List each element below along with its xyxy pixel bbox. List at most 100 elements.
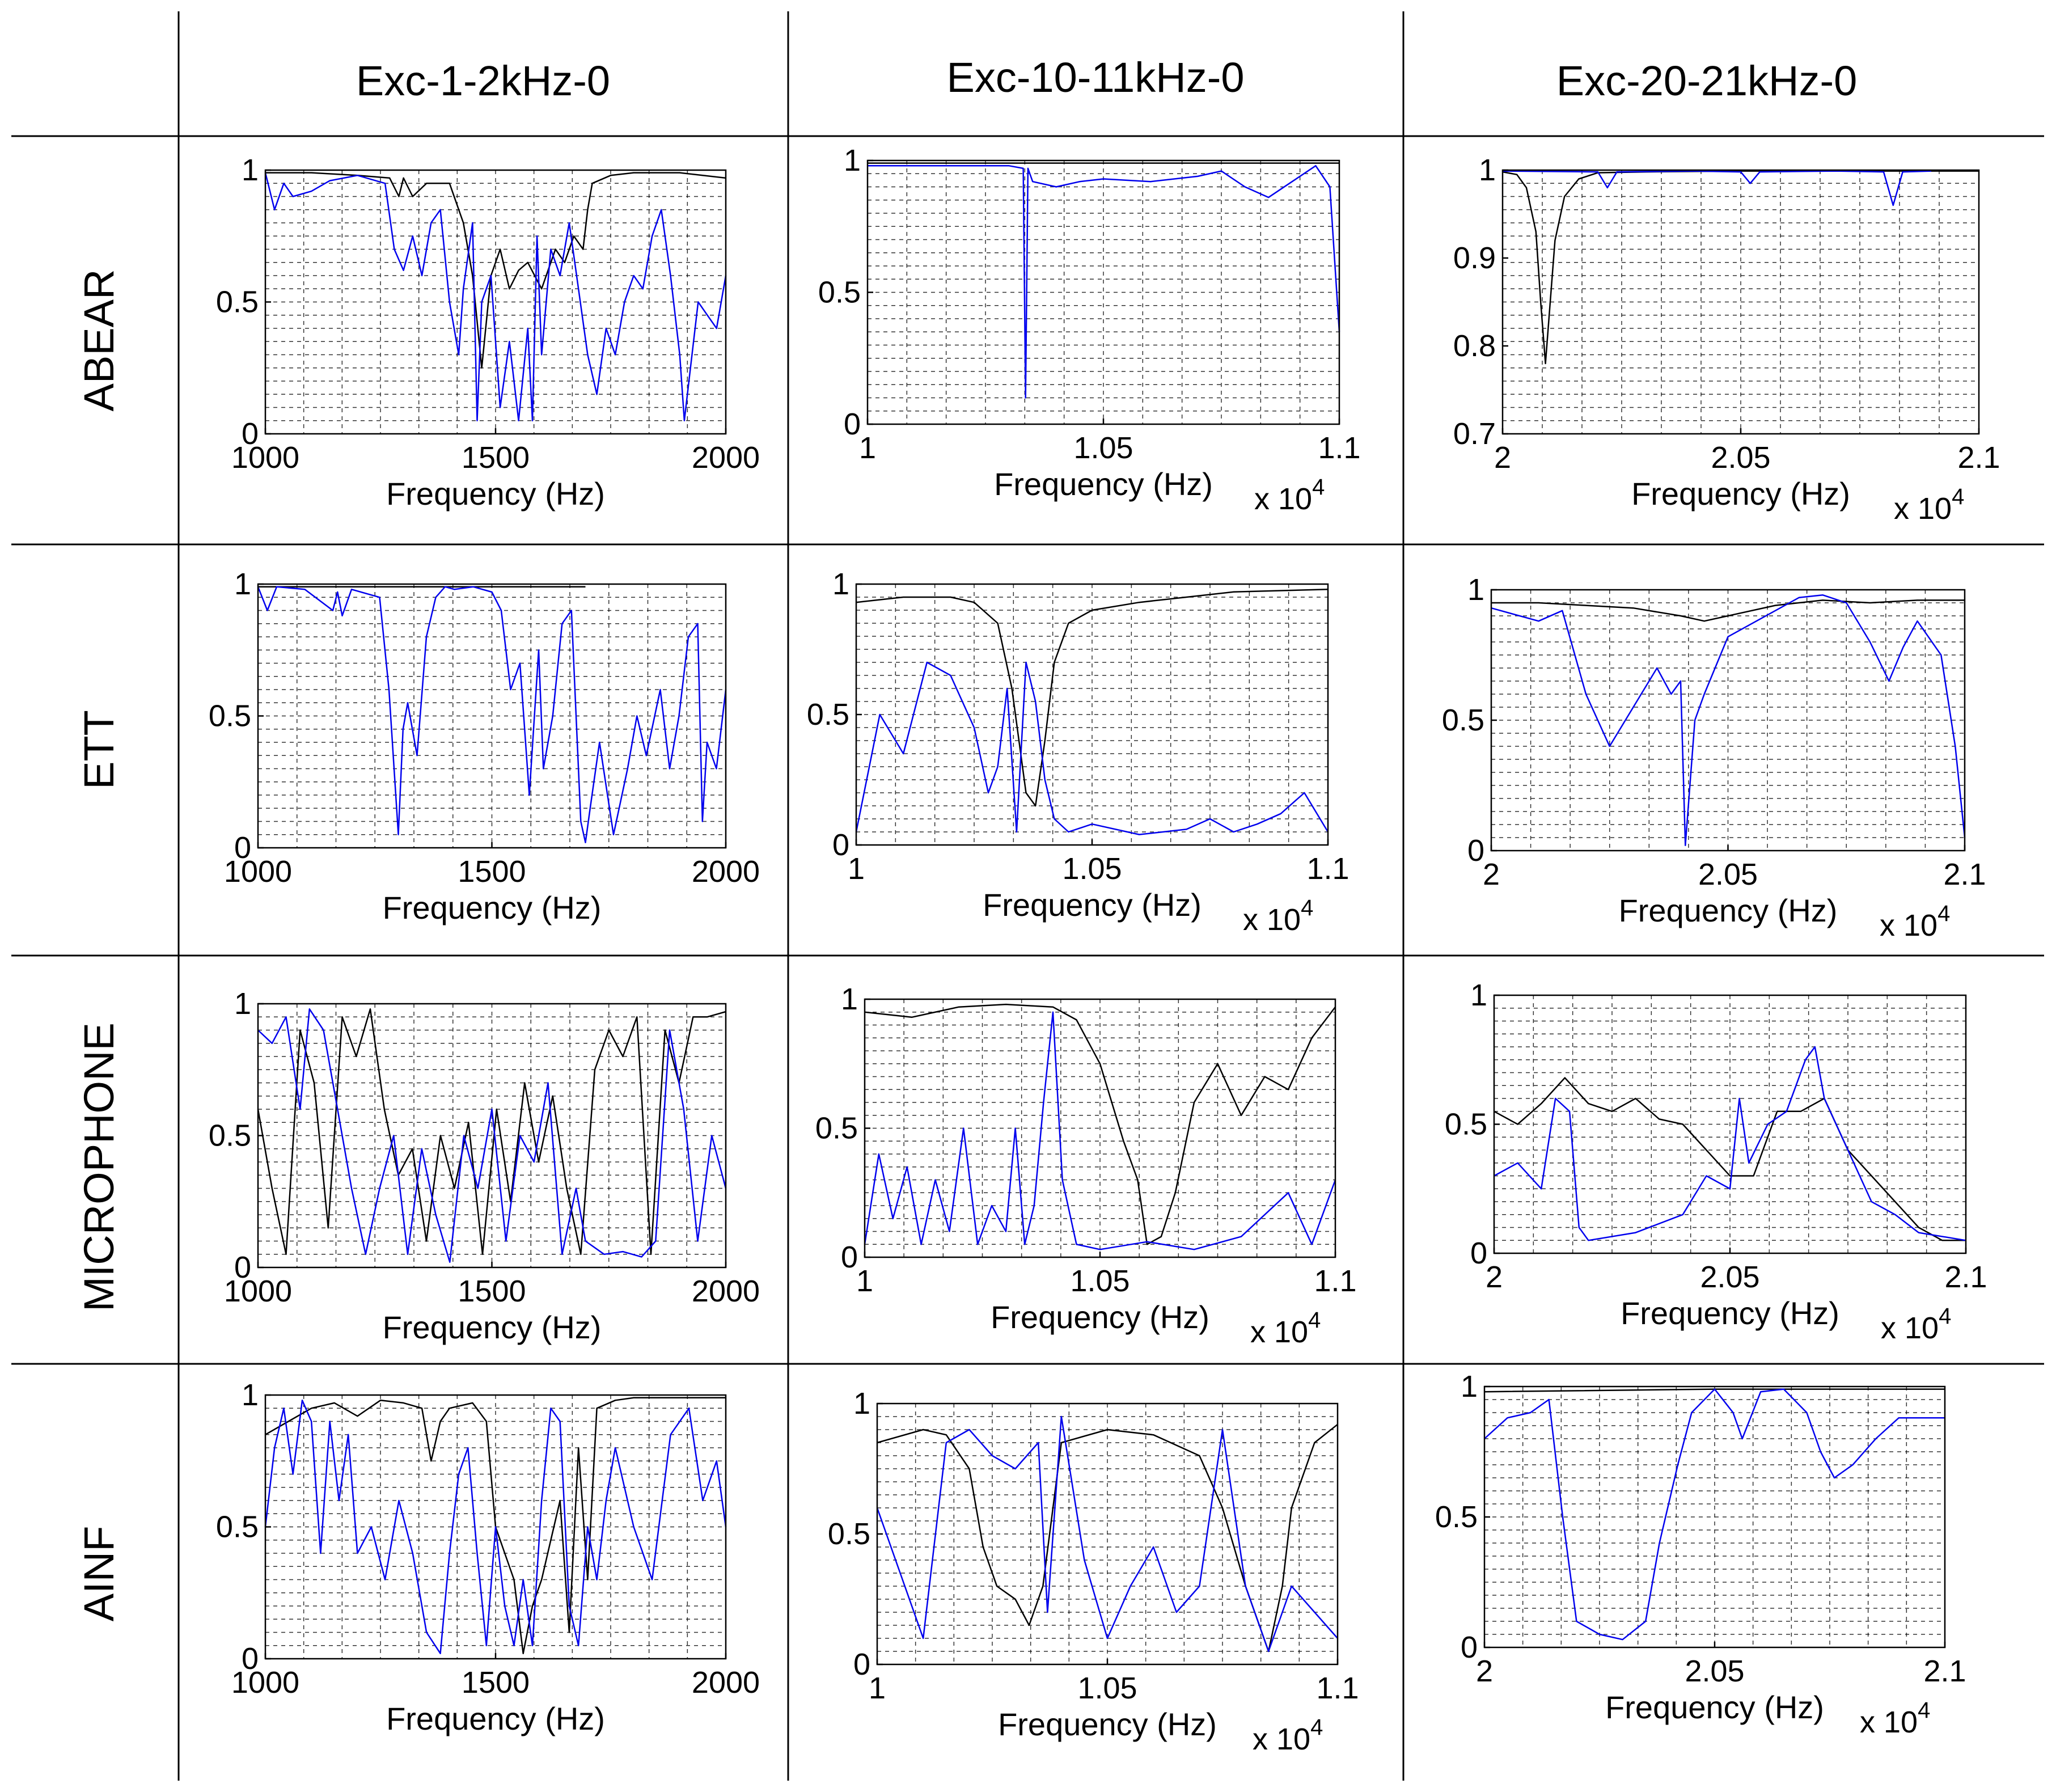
- x-tick-label: 1.05: [1070, 1264, 1129, 1298]
- y-tick-label: 0.5: [1442, 703, 1484, 737]
- x-tick-label: 1.05: [1062, 852, 1122, 886]
- x-axis-multiplier: x 104: [1250, 1308, 1321, 1349]
- y-tick-label: 0.5: [815, 1111, 858, 1146]
- series-line-black: [257, 1008, 726, 1256]
- plot-abear-20k: 0.7 0.8 0.9 1 2 2.05 2.1 Frequency (Hz) x 104: [1453, 153, 2000, 526]
- plot-ett-1k: 0 0.5 1 1000 1500 2000 Frequency (Hz): [209, 567, 760, 925]
- x-tick-label: 2000: [692, 1666, 760, 1700]
- plot-mic-1k: 0 0.5 1 1000 1500 2000 Frequency (Hz): [209, 987, 760, 1345]
- y-tick-label: 1: [1467, 573, 1484, 607]
- y-tick-label: 0.8: [1453, 329, 1496, 363]
- series-line-black: [1491, 599, 1965, 622]
- y-tick-label: 0.5: [828, 1517, 870, 1551]
- y-tick-label: 0: [1461, 1630, 1478, 1664]
- series-line-black: [265, 1397, 726, 1654]
- x-tick-label: 1.1: [1306, 852, 1349, 886]
- y-tick-label: 0.9: [1453, 241, 1496, 275]
- x-tick-label: 2.1: [1923, 1654, 1966, 1688]
- x-tick-label: 1000: [231, 1666, 299, 1700]
- x-tick-label: 2.1: [1944, 1260, 1987, 1294]
- x-tick-label: 2000: [692, 855, 760, 889]
- series-line-blue: [264, 1400, 727, 1654]
- x-tick-label: 1000: [224, 1274, 292, 1308]
- y-tick-label: 0.5: [818, 276, 861, 310]
- series-line-blue: [257, 1008, 727, 1263]
- row-label-3: MICROPHONE: [75, 1022, 122, 1312]
- y-tick-label: 1: [234, 987, 251, 1021]
- y-tick-label: 1: [853, 1387, 870, 1421]
- x-axis-label: Frequency (Hz): [1621, 1295, 1839, 1331]
- y-tick-label: 1: [832, 567, 849, 601]
- column-header-3: Exc-20-21kHz-0: [1556, 57, 1858, 104]
- x-axis-label: Frequency (Hz): [1631, 476, 1850, 512]
- x-axis-exponent: 4: [1918, 1698, 1930, 1723]
- x-tick-label: 2.05: [1711, 441, 1770, 475]
- y-tick-label: 1: [844, 143, 861, 177]
- x-tick-label: 1500: [458, 1274, 526, 1308]
- y-tick-label: 0: [832, 828, 849, 862]
- series-line-blue: [1494, 1046, 1966, 1241]
- x-axis-exponent: 4: [1312, 475, 1325, 500]
- series-line-black: [864, 1003, 1336, 1245]
- column-header-1: Exc-1-2kHz-0: [356, 57, 610, 104]
- x-tick-label: 1.05: [1073, 431, 1133, 465]
- x-axis-multiplier: x 104: [1894, 484, 1964, 526]
- y-tick-label: 0.5: [209, 699, 251, 733]
- y-tick-label: 0: [1467, 834, 1484, 868]
- x-tick-label: 2.05: [1698, 857, 1758, 891]
- row-label-4: AINF: [75, 1526, 122, 1622]
- y-tick-label: 1: [1479, 153, 1496, 187]
- series-line-blue: [264, 172, 727, 422]
- x-tick-label: 1: [856, 1264, 873, 1298]
- x-axis-multiplier: x 104: [1243, 895, 1313, 937]
- x-tick-label: 2.1: [1943, 857, 1986, 891]
- series-line-black: [1494, 1077, 1966, 1241]
- y-tick-label: 0.5: [1445, 1108, 1487, 1142]
- y-tick-label: 0.5: [216, 1510, 259, 1544]
- x-axis-label: Frequency (Hz): [994, 466, 1213, 502]
- row-label-2: ETT: [75, 710, 122, 789]
- x-axis-label: Frequency (Hz): [1605, 1689, 1824, 1725]
- series-line-black: [856, 588, 1329, 807]
- x-axis-label: Frequency (Hz): [983, 887, 1202, 923]
- table-lines: [11, 11, 2044, 1781]
- plot-ett-10k: 0 0.5 1 1 1.05 1.1 Frequency (Hz) x 104: [807, 567, 1349, 937]
- x-axis-label: Frequency (Hz): [383, 890, 602, 925]
- x-tick-label: 2: [1486, 1260, 1503, 1294]
- x-axis-exponent: 4: [1952, 484, 1964, 509]
- x-axis-label: Frequency (Hz): [386, 476, 605, 512]
- series-line-blue: [876, 1415, 1338, 1652]
- y-tick-label: 1: [234, 567, 251, 601]
- x-axis-exponent: 4: [1301, 895, 1313, 920]
- x-tick-label: 1000: [231, 441, 299, 475]
- x-tick-label: 1.05: [1077, 1671, 1137, 1705]
- plot-ainf-1k: 0 0.5 1 1000 1500 2000 Frequency (Hz): [216, 1378, 760, 1736]
- plot-abear-10k: 0 0.5 1 1 1.05 1.1 Frequency (Hz) x 104: [818, 143, 1361, 516]
- series-line-black: [265, 172, 726, 369]
- y-tick-label: 0: [853, 1647, 870, 1681]
- series-line-blue: [1491, 594, 1966, 847]
- x-axis-label: Frequency (Hz): [386, 1701, 605, 1736]
- y-tick-label: 1: [242, 1378, 259, 1412]
- x-tick-label: 2.05: [1700, 1260, 1759, 1294]
- y-tick-label: 1: [1470, 978, 1487, 1012]
- x-axis-exponent: 4: [1308, 1308, 1321, 1333]
- x-tick-label: 1000: [224, 855, 292, 889]
- series-line-blue: [864, 1011, 1336, 1250]
- x-tick-label: 1500: [462, 441, 530, 475]
- x-axis-multiplier: x 104: [1254, 475, 1325, 516]
- plot-mic-20k: 0 0.5 1 2 2.05 2.1 Frequency (Hz) x 104: [1445, 978, 1987, 1345]
- x-axis-exponent: 4: [1310, 1715, 1323, 1740]
- y-tick-label: 0.5: [209, 1119, 251, 1153]
- plot-mic-10k: 0 0.5 1 1 1.05 1.1 Frequency (Hz) x 104: [815, 982, 1357, 1349]
- x-tick-label: 2: [1483, 857, 1500, 891]
- x-axis-multiplier: x 104: [1881, 1304, 1951, 1345]
- y-tick-label: 0: [234, 1250, 251, 1284]
- x-tick-label: 1.1: [1314, 1264, 1356, 1298]
- column-header-2: Exc-10-11kHz-0: [946, 54, 1244, 101]
- y-tick-label: 0: [242, 417, 259, 451]
- x-axis-multiplier: x 104: [1880, 901, 1950, 943]
- row-label-1: ABEAR: [75, 269, 122, 412]
- x-tick-label: 1.1: [1316, 1671, 1359, 1705]
